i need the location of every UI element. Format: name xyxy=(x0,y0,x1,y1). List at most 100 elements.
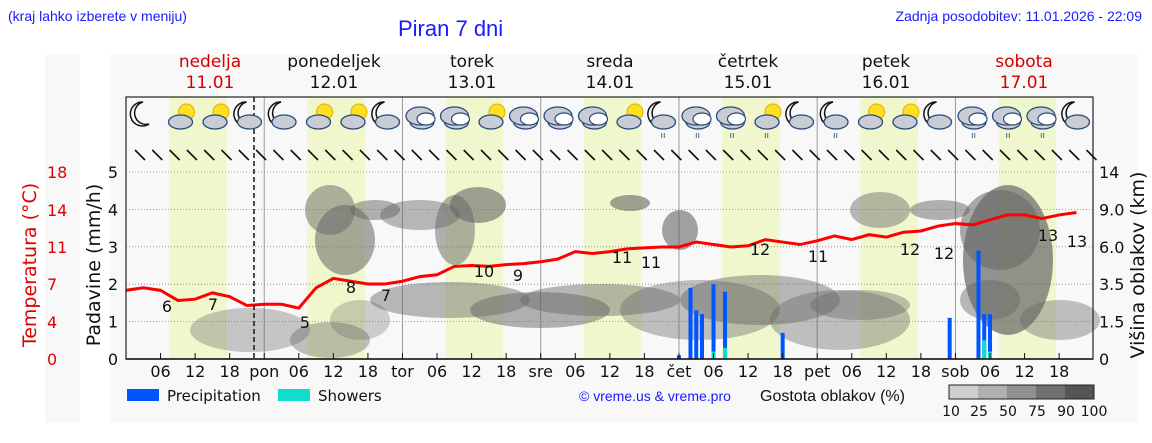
svg-text:sre: sre xyxy=(529,362,553,381)
moon-cloud-rain-icon: ıı xyxy=(647,101,677,141)
svg-text:3.5: 3.5 xyxy=(1099,275,1124,294)
copyright-link[interactable]: © vreme.us & vreme.pro xyxy=(579,388,731,404)
svg-text:11: 11 xyxy=(47,238,67,257)
day-date: 15.01 xyxy=(723,73,773,93)
day-date: 16.01 xyxy=(861,73,911,93)
svg-text:25: 25 xyxy=(970,404,988,420)
clouds-icon xyxy=(508,106,540,130)
day-header-5: petek 16.01 xyxy=(816,52,956,94)
sun-cloud-icon xyxy=(167,103,195,130)
svg-text:ıı: ıı xyxy=(833,131,838,141)
svg-text:06: 06 xyxy=(150,362,170,381)
clouds-icon xyxy=(577,106,609,130)
day-header-1: ponedeljek 12.01 xyxy=(264,52,404,94)
svg-text:8: 8 xyxy=(346,278,356,297)
svg-text:pet: pet xyxy=(804,362,830,381)
svg-text:12: 12 xyxy=(900,240,920,259)
svg-text:06: 06 xyxy=(703,362,723,381)
svg-text:tor: tor xyxy=(391,362,414,381)
svg-text:9: 9 xyxy=(513,266,523,285)
svg-text:ıı: ıı xyxy=(661,131,666,141)
day-date: 12.01 xyxy=(309,73,359,93)
sun-cloud-rain-icon: ıı xyxy=(754,103,782,141)
clouds-rain-icon: ıı xyxy=(991,106,1023,141)
clouds-icon xyxy=(439,106,471,130)
day-date: 17.01 xyxy=(999,73,1049,93)
day-name: sreda xyxy=(586,52,634,72)
wind-barbs xyxy=(134,149,1098,161)
day-date: 11.01 xyxy=(185,73,235,93)
svg-text:7: 7 xyxy=(381,286,391,305)
temperature-line xyxy=(125,210,1077,310)
svg-text:100: 100 xyxy=(1081,404,1108,420)
clouds-icon xyxy=(405,106,436,130)
precipitation-bars xyxy=(676,250,992,359)
svg-text:18: 18 xyxy=(911,362,931,381)
svg-text:ıı: ıı xyxy=(1006,131,1011,141)
svg-text:12: 12 xyxy=(185,362,205,381)
clouds-rain-icon: ıı xyxy=(957,106,988,141)
temperature-labels: 6 7 5 8 7 10 9 11 11 12 11 12 12 13 13 xyxy=(162,226,1087,332)
svg-text:10: 10 xyxy=(474,262,494,281)
svg-text:2: 2 xyxy=(108,275,118,294)
svg-text:sob: sob xyxy=(941,362,969,381)
svg-text:12: 12 xyxy=(738,362,758,381)
svg-text:18: 18 xyxy=(358,362,378,381)
cloud-density-label: Gostota oblakov (%) xyxy=(760,388,905,405)
svg-text:18: 18 xyxy=(772,362,792,381)
svg-text:čet: čet xyxy=(666,362,691,381)
svg-text:ıı: ıı xyxy=(695,131,700,141)
svg-text:90: 90 xyxy=(1057,404,1075,420)
svg-text:ıı: ıı xyxy=(764,131,769,141)
svg-text:1.5: 1.5 xyxy=(1099,313,1124,332)
svg-text:3: 3 xyxy=(108,238,118,257)
moon-cloud-rain-icon: ıı xyxy=(819,101,849,141)
svg-text:0: 0 xyxy=(47,350,57,369)
cloud-density-scale: 10 25 50 75 90 100 xyxy=(942,384,1108,420)
clouds-rain-icon: ıı xyxy=(715,106,747,141)
clouds-rain-icon: ıı xyxy=(681,106,712,141)
svg-text:6: 6 xyxy=(162,297,172,316)
legend-precip-swatch xyxy=(127,389,159,401)
svg-text:13: 13 xyxy=(1067,232,1087,251)
svg-text:12: 12 xyxy=(323,362,343,381)
svg-text:14: 14 xyxy=(1099,163,1119,182)
day-name: petek xyxy=(861,52,911,72)
legend-showers-label: Showers xyxy=(318,387,382,405)
moon-cloud-icon xyxy=(371,101,401,130)
svg-text:18: 18 xyxy=(496,362,516,381)
svg-text:50: 50 xyxy=(999,404,1017,420)
day-header-0: nedelja 11.01 xyxy=(140,52,280,94)
sun-cloud-icon xyxy=(202,103,230,130)
moon-cloud-icon xyxy=(267,101,297,130)
svg-text:11: 11 xyxy=(612,248,632,267)
weather-icons: ıı ıı ıı ıı ıı ıı ıı ıı xyxy=(129,101,1091,141)
svg-text:7: 7 xyxy=(47,275,57,294)
day-header-4: četrtek 15.01 xyxy=(678,52,818,94)
svg-text:06: 06 xyxy=(980,362,1000,381)
sun-cloud-icon xyxy=(478,103,506,130)
svg-text:Višina oblakov (km): Višina oblakov (km) xyxy=(1127,172,1149,359)
svg-text:12: 12 xyxy=(876,362,896,381)
day-name: torek xyxy=(450,52,494,72)
day-name: ponedeljek xyxy=(287,52,381,72)
svg-text:Temperatura (°C): Temperatura (°C) xyxy=(19,183,41,348)
svg-text:7: 7 xyxy=(208,295,218,314)
last-update: Zadnja posodobitev: 11.01.2026 - 22:09 xyxy=(895,8,1142,24)
svg-text:18: 18 xyxy=(47,163,67,182)
sun-cloud-icon xyxy=(857,103,885,130)
svg-text:5: 5 xyxy=(108,163,118,182)
svg-text:4: 4 xyxy=(108,200,118,219)
svg-text:10: 10 xyxy=(942,404,960,420)
svg-text:0: 0 xyxy=(108,350,118,369)
legend-precip-label: Precipitation xyxy=(167,387,261,405)
svg-text:ıı: ıı xyxy=(971,131,976,141)
svg-text:12: 12 xyxy=(600,362,620,381)
svg-text:4: 4 xyxy=(47,313,57,332)
day-date: 13.01 xyxy=(447,73,497,93)
region-note: (kraj lahko izberete v meniju) xyxy=(8,8,187,24)
svg-text:06: 06 xyxy=(427,362,447,381)
svg-text:18: 18 xyxy=(220,362,240,381)
sun-cloud-icon xyxy=(616,103,644,130)
